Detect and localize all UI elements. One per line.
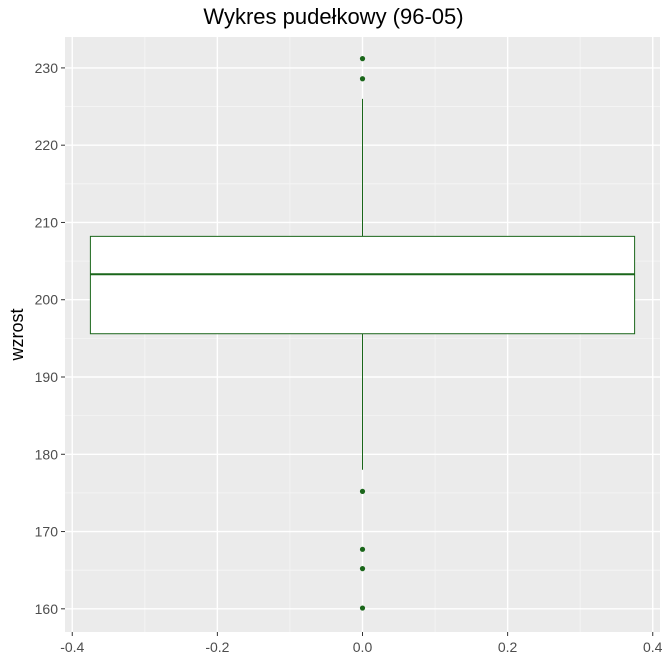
x-tick-label: -0.2 <box>205 639 229 655</box>
x-tick-label: 0.2 <box>498 639 518 655</box>
y-tick-label: 220 <box>35 137 59 153</box>
y-tick-label: 230 <box>35 60 59 76</box>
y-tick-label: 210 <box>35 214 59 230</box>
x-tick-label: 0.0 <box>353 639 373 655</box>
outlier-point <box>359 56 366 62</box>
outlier-point <box>359 488 366 494</box>
chart-title: Wykres pudełkowy (96-05) <box>203 4 464 29</box>
x-tick-label: -0.4 <box>60 639 84 655</box>
box-iqr <box>89 235 636 335</box>
outlier-point <box>359 546 366 552</box>
y-tick-label: 180 <box>35 446 59 462</box>
outlier-point <box>359 566 366 572</box>
y-tick-label: 190 <box>35 369 59 385</box>
y-axis-title: wzrost <box>7 308 27 361</box>
x-tick-label: 0.4 <box>643 639 663 655</box>
y-tick-label: 160 <box>35 601 59 617</box>
y-tick-label: 200 <box>35 292 59 308</box>
y-tick-label: 170 <box>35 524 59 540</box>
outlier-point <box>359 605 366 611</box>
outlier-point <box>359 76 366 82</box>
